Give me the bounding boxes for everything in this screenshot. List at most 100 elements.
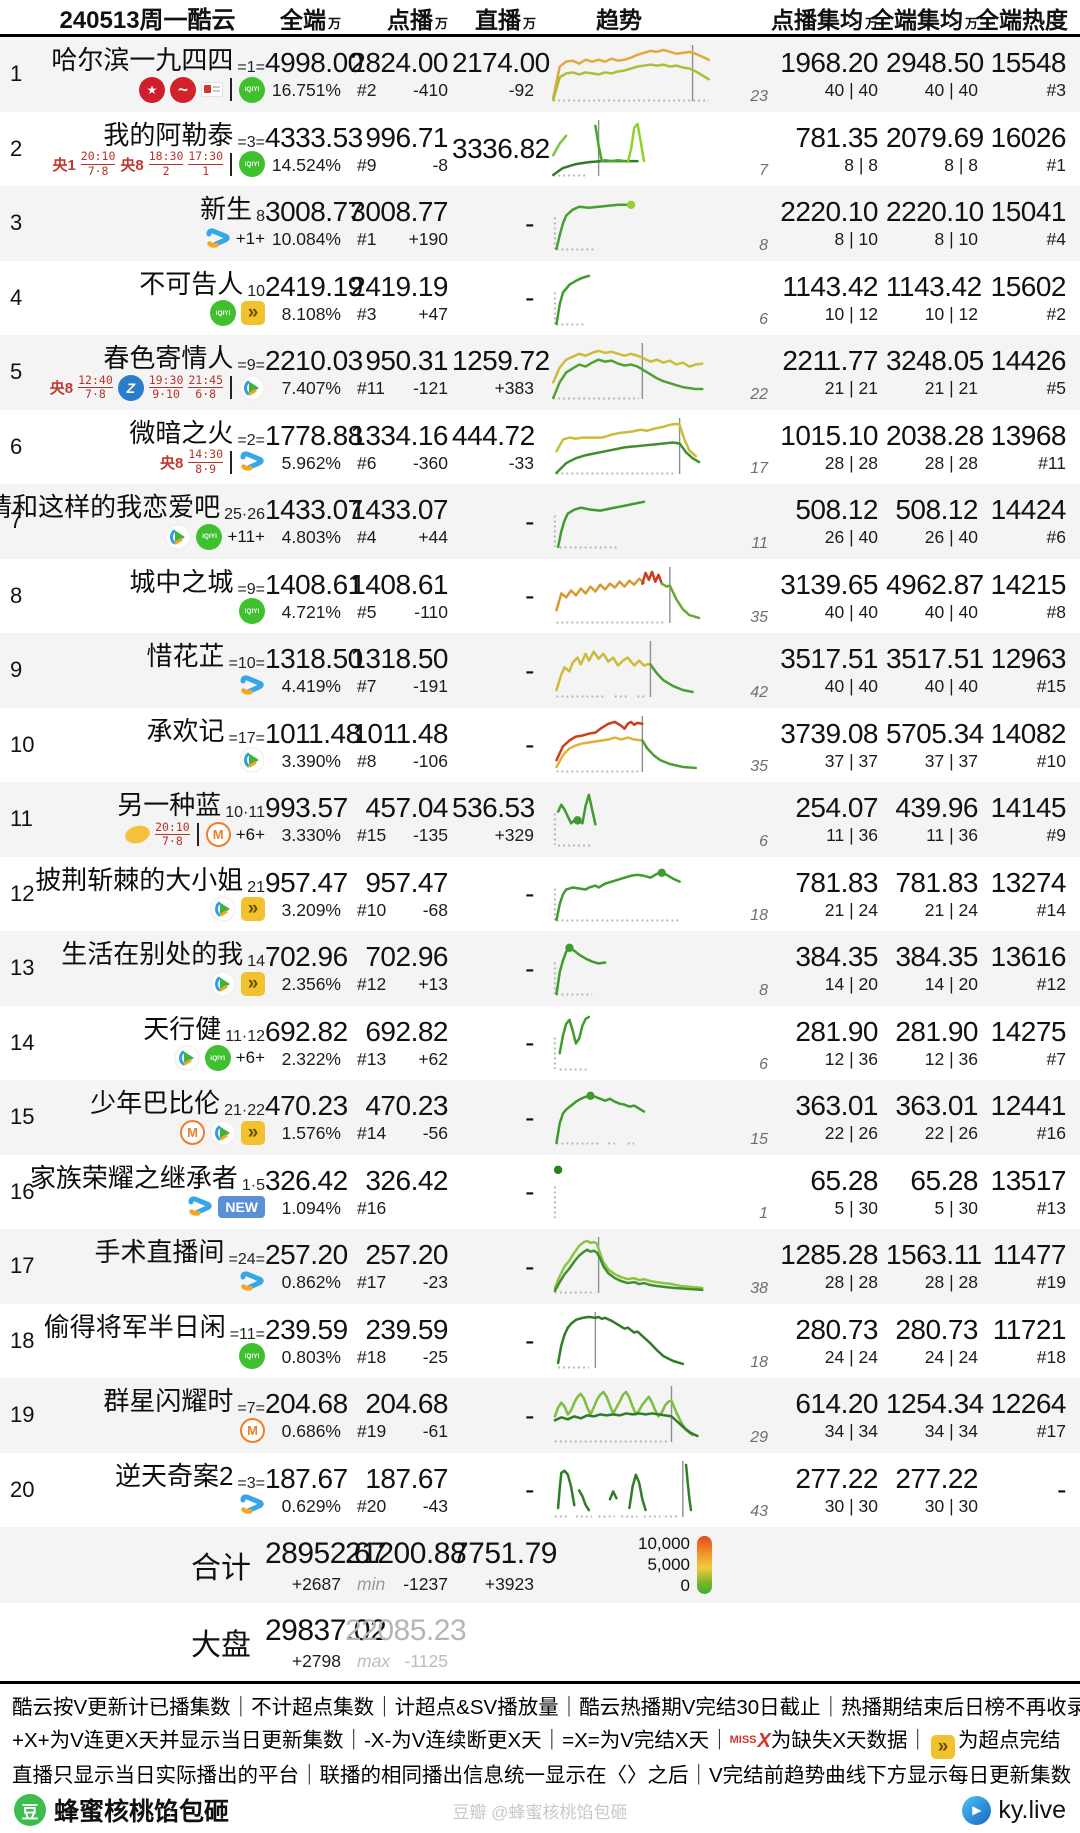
heat-value: 14082 — [990, 717, 1067, 749]
heat: 13616 #12 — [986, 931, 1080, 1006]
trend-episode-count: 29 — [750, 1428, 768, 1446]
dianbo-delta: -56 — [422, 1123, 448, 1144]
quanduan-episodes: 5 | 30 — [934, 1197, 978, 1218]
rank-number: 17 — [10, 1253, 35, 1279]
table-row: 1 哈尔滨一九四四 =1= ★ ~ iQIYI 4998.00 16.751% 2824.00 #… — [0, 37, 1080, 112]
quanduan-share: 0.686% — [281, 1421, 341, 1442]
trend-cell: 29 — [540, 1378, 768, 1453]
dianbo-episodes: 11 | 36 — [826, 825, 878, 846]
dianbo-sub: #2 -410 — [345, 79, 448, 102]
table-row: 4 不可告人 10 iQIYI» 2419.19 8.108% 2419.19 #3 +47-6… — [0, 261, 1080, 336]
dianbo-avg-value: 1015.10 — [780, 419, 878, 451]
zhibo: - — [452, 857, 540, 932]
quanduan-avg: 781.83 21 | 24 — [886, 857, 986, 932]
new-badge: NEW — [218, 1196, 265, 1219]
heat-rank: #9 — [1046, 825, 1066, 846]
zhibo-value: - — [525, 1250, 534, 1282]
quanduan-value: 1433.07 — [265, 494, 363, 526]
zhibo-value: 1259.72 — [452, 345, 550, 377]
dianbo-sub: #16 — [345, 1197, 448, 1220]
dianbo-value: 2419.19 — [350, 270, 448, 302]
quanduan-episodes: 37 | 37 — [924, 750, 978, 771]
quanduan-avg: 439.96 11 | 36 — [886, 782, 986, 857]
dianbo-delta: -8 — [432, 154, 448, 175]
iqiyi-icon: iQIYI — [196, 523, 223, 550]
dianbo-episodes: 28 | 28 — [824, 452, 878, 473]
broadcast-time: 14:30 — [188, 447, 223, 463]
dianbo: 470.23 #14 -56 — [345, 1080, 452, 1155]
heat: 13968 #11 — [986, 410, 1080, 485]
tencent-video-icon — [210, 1120, 236, 1146]
heat-value: 12441 — [990, 1090, 1067, 1122]
quanduan-value: 993.57 — [265, 792, 348, 824]
quanduan-value: 257.20 — [265, 1239, 348, 1271]
trend-cell: 23 — [540, 37, 768, 112]
trend-sparkline — [553, 793, 597, 847]
rank-number: 10 — [10, 731, 35, 757]
dianbo-value: 1334.16 — [350, 419, 448, 451]
drama-title: 手术直播间 — [94, 1237, 225, 1268]
drama-title: 不可告人 — [139, 268, 244, 299]
zhibo: - — [452, 261, 540, 336]
title-line: 城中之城 =9= — [129, 566, 265, 598]
zhibo: 444.72 -33 — [452, 410, 540, 485]
dianbo-episodes: 12 | 36 — [824, 1048, 878, 1069]
platform-line: iQIYI +6+ — [174, 1045, 265, 1072]
drama-title: 城中之城 — [129, 566, 234, 597]
quanduan-avg-value: 2948.50 — [886, 47, 984, 79]
trend-cell: 35 — [540, 559, 768, 634]
zhibo-value: - — [525, 1176, 534, 1208]
dianbo-episodes: 5 | 30 — [834, 1197, 878, 1218]
episode-status-note: 10 — [247, 282, 265, 300]
platform-line: 央8 14:30 8·9 — [160, 449, 265, 476]
dianbo: 457.04 #15 -135 — [345, 782, 452, 857]
trend-episode-count: 15 — [750, 1130, 768, 1148]
zhibo-value: - — [525, 729, 534, 761]
episode-status-note: =3= — [237, 133, 265, 151]
title-line: 新生 8 — [200, 194, 265, 225]
dianbo-sub: #15 -135 — [345, 824, 448, 847]
tv-channel-star-icon: ★ — [139, 76, 165, 103]
consecutive-update-badge: +6+ — [235, 1048, 265, 1068]
drama-title: 群星闪耀时 — [103, 1386, 234, 1417]
trend-cell: 6 — [540, 261, 768, 336]
quanduan-episodes: 34 | 34 — [924, 1421, 978, 1442]
heat-rank: #13 — [1036, 1197, 1066, 1218]
dianbo-episodes: 22 | 26 — [824, 1123, 878, 1144]
heat-rank: #1 — [1046, 154, 1066, 175]
dianbo-sub: #9 -8 — [345, 154, 448, 177]
zhibo-value: - — [525, 654, 534, 686]
dianbo: 1334.16 #6 -360 — [345, 410, 452, 485]
dianbo: 996.71 #9 -8 — [345, 112, 452, 187]
dianbo-delta: -135 — [412, 825, 448, 846]
zhibo: - — [452, 1304, 540, 1379]
quanduan: 1778.88 5.962% — [265, 410, 363, 485]
dianbo: 1011.48 #8 -106 — [345, 708, 452, 783]
table-row: 7 请和这样的我恋爱吧 25·26 iQIYI +11+ 1433.07 4.803% 143… — [0, 484, 1080, 559]
dianbo-sub: #18 -25 — [345, 1346, 448, 1369]
episode-status-note: =2= — [237, 431, 265, 449]
footnote-line-3: 直播只显示当日实际播出的平台｜联播的相同播出信息统一显示在〈〉之后｜V完结前趋势… — [12, 1763, 1072, 1787]
heat-rank: #6 — [1046, 527, 1066, 548]
broadcast-schedule: 18:30 2 — [148, 151, 184, 177]
dianbo-avg-value: 3739.08 — [780, 717, 878, 749]
quanduan: 692.82 2.322% — [265, 1006, 348, 1081]
heat-rank: #17 — [1036, 1421, 1066, 1442]
trend-sparkline — [555, 715, 698, 773]
iqiyi-icon: iQIYI — [239, 76, 265, 103]
dianbo-value: 692.82 — [365, 1015, 448, 1047]
zhibo-value: 444.72 — [452, 419, 535, 451]
table-row: 20 逆天奇案2 =3= 187.67 0.629% 187.67 #20 -43-43 277… — [0, 1453, 1080, 1528]
trend-sparkline — [555, 417, 701, 475]
quanduan-avg-value: 2220.10 — [886, 196, 984, 228]
quanduan-episodes: 40 | 40 — [924, 80, 978, 101]
dianbo-sub: #14 -56 — [345, 1122, 448, 1145]
dianbo-avg: 1143.42 10 | 12 — [768, 261, 886, 336]
trend-cell: 8 — [540, 931, 768, 1006]
dianbo-delta: -410 — [412, 80, 448, 101]
trend-cell: 1 — [540, 1155, 768, 1230]
dianbo-avg: 363.01 22 | 26 — [768, 1080, 886, 1155]
zhibo: - — [452, 633, 540, 708]
dianbo-sub: #1 +190 — [345, 228, 448, 251]
platform-line: 20:10 7·8 M +6+ — [123, 821, 265, 848]
